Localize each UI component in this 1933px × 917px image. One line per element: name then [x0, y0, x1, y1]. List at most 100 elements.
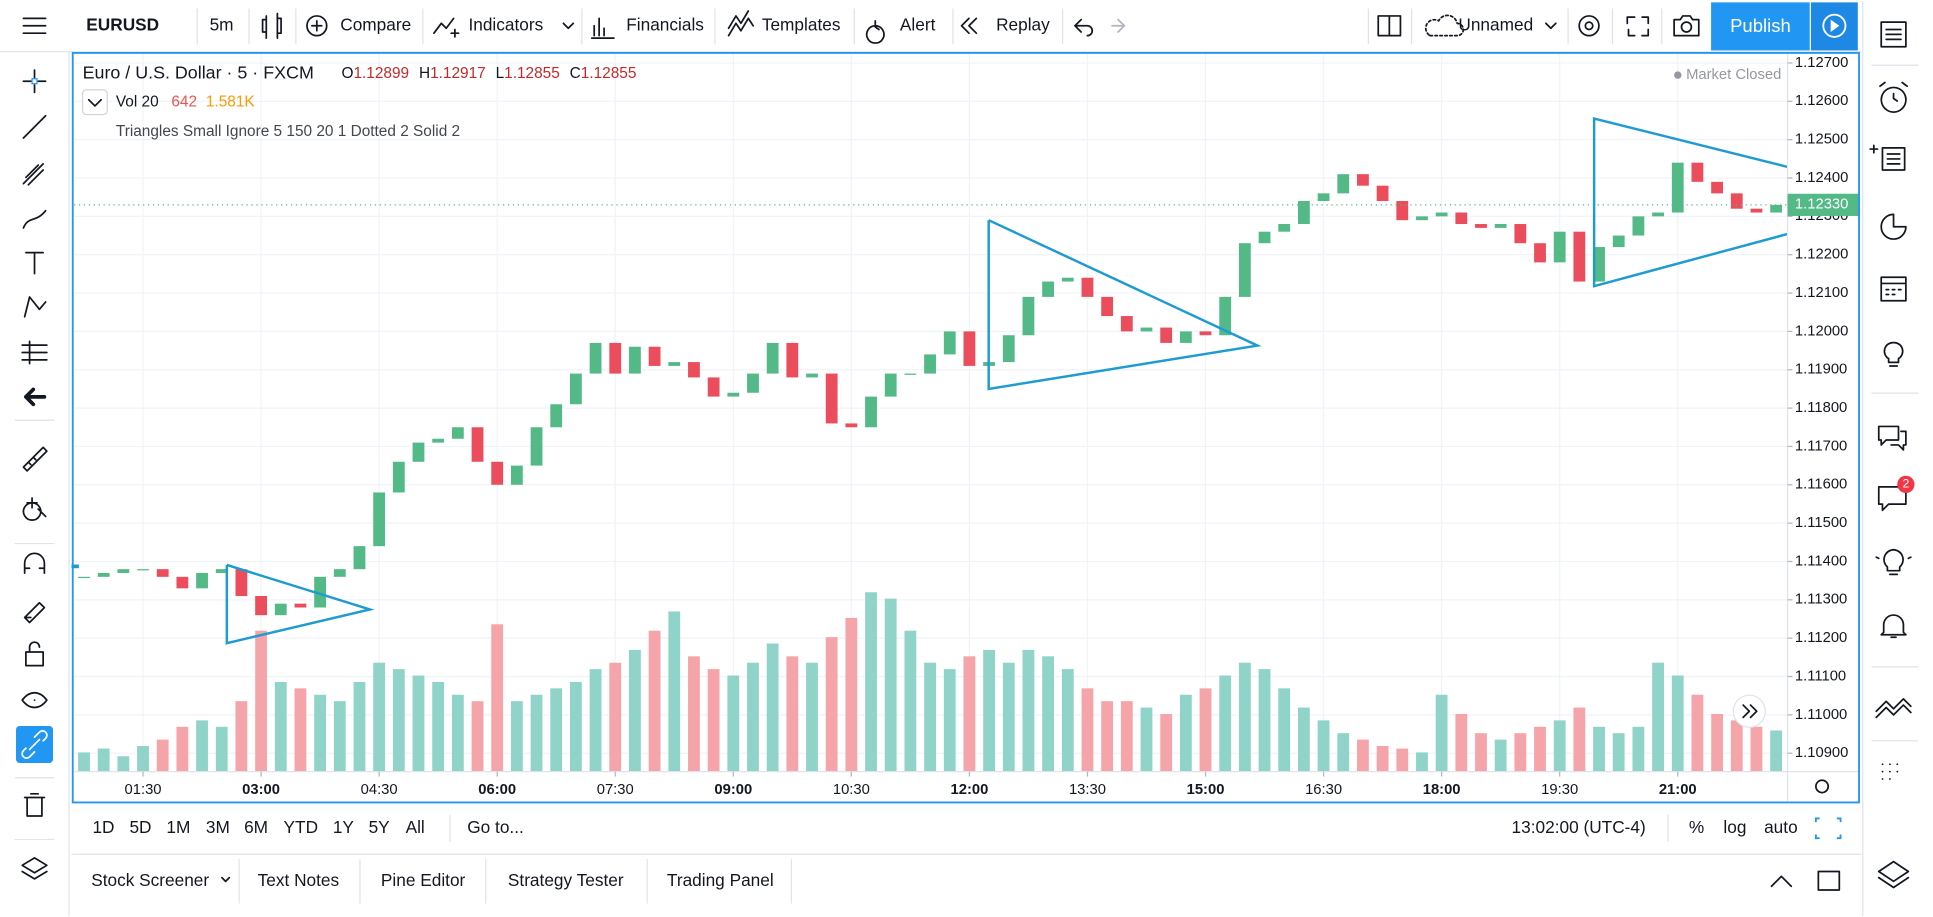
sidebar-icon[interactable] — [1869, 144, 1906, 171]
candle-body — [904, 373, 917, 375]
play-triangle — [1830, 19, 1840, 32]
volume-bar — [1494, 739, 1507, 772]
tool-icon[interactable] — [24, 387, 47, 407]
range-button[interactable]: 5D — [129, 817, 151, 837]
range-button[interactable]: All — [406, 817, 425, 837]
symbol-title: Euro / U.S. Dollar · 5 · FXCM — [83, 63, 314, 83]
tool-icon[interactable] — [21, 691, 48, 709]
toolbar-button[interactable]: Indicators — [468, 14, 543, 34]
auto-fit-icon[interactable] — [1814, 817, 1842, 840]
panel-tab[interactable]: Pine Editor — [381, 870, 466, 890]
tool-icon[interactable] — [23, 552, 46, 575]
tool-icon[interactable] — [25, 251, 45, 275]
goto-date[interactable]: Go to... — [467, 817, 524, 837]
collapse-panel[interactable] — [1770, 875, 1793, 888]
settings-icon[interactable] — [1578, 15, 1600, 37]
range-button[interactable]: 5Y — [369, 817, 391, 837]
tool-icon[interactable] — [23, 296, 47, 318]
volume-bar — [707, 669, 720, 772]
tab-dropdown[interactable] — [221, 876, 231, 883]
candle-body — [1770, 204, 1783, 213]
toolbar-button[interactable]: Replay — [996, 14, 1050, 34]
publish-label[interactable]: Publish — [1730, 15, 1791, 36]
candle-body — [1376, 185, 1389, 202]
range-button[interactable]: 1M — [166, 817, 190, 837]
sidebar-icon[interactable] — [1875, 548, 1912, 576]
toolbar-button[interactable]: Financials — [626, 14, 704, 34]
interval[interactable]: 5m — [210, 14, 234, 34]
tool-icon[interactable] — [22, 497, 47, 521]
range-button[interactable]: 1D — [92, 817, 114, 837]
tool-icon[interactable] — [21, 857, 48, 880]
redo-icon[interactable] — [1111, 18, 1126, 33]
fullscreen-icon[interactable] — [1626, 16, 1650, 37]
scale-option[interactable]: % — [1689, 817, 1704, 837]
volume-bar — [373, 662, 386, 772]
tool-icon[interactable] — [22, 69, 47, 94]
tool-icon[interactable] — [25, 641, 45, 667]
menu-button[interactable] — [22, 17, 47, 35]
range-button[interactable]: 1Y — [333, 817, 355, 837]
panel-tab[interactable]: Trading Panel — [667, 870, 774, 890]
dropdown-arrow[interactable] — [1545, 22, 1557, 30]
sidebar-icon[interactable] — [1879, 81, 1908, 113]
undo-icon[interactable] — [1074, 18, 1094, 37]
range-button[interactable]: YTD — [284, 817, 318, 837]
panel-tab[interactable]: Strategy Tester — [508, 870, 624, 890]
symbol[interactable]: EURUSD — [86, 14, 159, 34]
candle-body — [1061, 277, 1074, 282]
sidebar-icon[interactable] — [1877, 860, 1910, 889]
x-tick-label: 06:00 — [478, 782, 516, 798]
maximize-panel[interactable] — [1817, 870, 1841, 891]
sidebar-icon[interactable] — [1880, 21, 1907, 48]
chart-style-button[interactable] — [261, 12, 282, 39]
range-button[interactable]: 6M — [244, 817, 268, 837]
tool-icon[interactable] — [22, 209, 47, 229]
sidebar-icon[interactable] — [1875, 698, 1912, 719]
volume-bar — [1770, 730, 1783, 772]
axis-settings[interactable] — [1815, 779, 1830, 794]
candle-body — [1455, 212, 1468, 225]
collapse-legend[interactable] — [81, 89, 108, 116]
volume-bar — [78, 752, 90, 772]
candle-body — [629, 346, 641, 374]
volume-bar — [1750, 726, 1763, 772]
dropdown-arrow[interactable] — [562, 22, 575, 30]
candle-body — [176, 576, 189, 589]
toolbar-button[interactable]: Compare — [340, 14, 411, 34]
sidebar-icon[interactable] — [1880, 276, 1907, 302]
y-tick-label: 1.10900 — [1795, 745, 1848, 761]
tool-icon[interactable] — [22, 114, 47, 139]
volume-bar — [1475, 733, 1487, 772]
y-tick-label: 1.11000 — [1795, 707, 1847, 723]
candle-body — [1534, 243, 1546, 263]
scale-option[interactable]: auto — [1764, 817, 1798, 837]
snapshot-icon[interactable] — [1673, 15, 1700, 37]
panel-tab[interactable]: Text Notes — [258, 870, 340, 890]
sidebar-icon[interactable] — [1877, 425, 1907, 451]
candle-body — [510, 465, 523, 485]
sidebar-icon[interactable] — [1883, 341, 1904, 367]
layout-icon[interactable] — [1377, 15, 1402, 37]
panel-tab[interactable]: Stock Screener — [91, 870, 209, 890]
scale-option[interactable]: log — [1723, 817, 1746, 837]
volume-bar — [176, 726, 189, 772]
range-button[interactable]: 3M — [206, 817, 230, 837]
sidebar-icon[interactable] — [1880, 213, 1907, 240]
tool-icon[interactable] — [22, 163, 45, 186]
tool-icon[interactable] — [23, 792, 46, 817]
layout-name[interactable]: Unnamed — [1458, 14, 1533, 34]
volume-bar — [491, 624, 504, 772]
publish-button[interactable] — [1711, 2, 1810, 51]
tool-icon[interactable] — [21, 340, 48, 365]
toolbar-button[interactable]: Templates — [762, 14, 841, 34]
tool-icon[interactable] — [22, 446, 48, 472]
candle-body — [1120, 316, 1133, 332]
toolbar-button[interactable]: Alert — [900, 14, 936, 34]
tool-icon[interactable] — [23, 601, 46, 624]
volume-bar — [274, 681, 287, 772]
tool-icon[interactable] — [21, 730, 48, 759]
clock[interactable]: 13:02:00 (UTC-4) — [1512, 817, 1646, 837]
sidebar-icon[interactable] — [1880, 614, 1907, 639]
sidebar-icon[interactable] — [1881, 763, 1899, 780]
